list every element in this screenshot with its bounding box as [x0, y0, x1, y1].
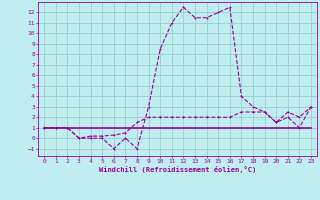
- X-axis label: Windchill (Refroidissement éolien,°C): Windchill (Refroidissement éolien,°C): [99, 166, 256, 173]
